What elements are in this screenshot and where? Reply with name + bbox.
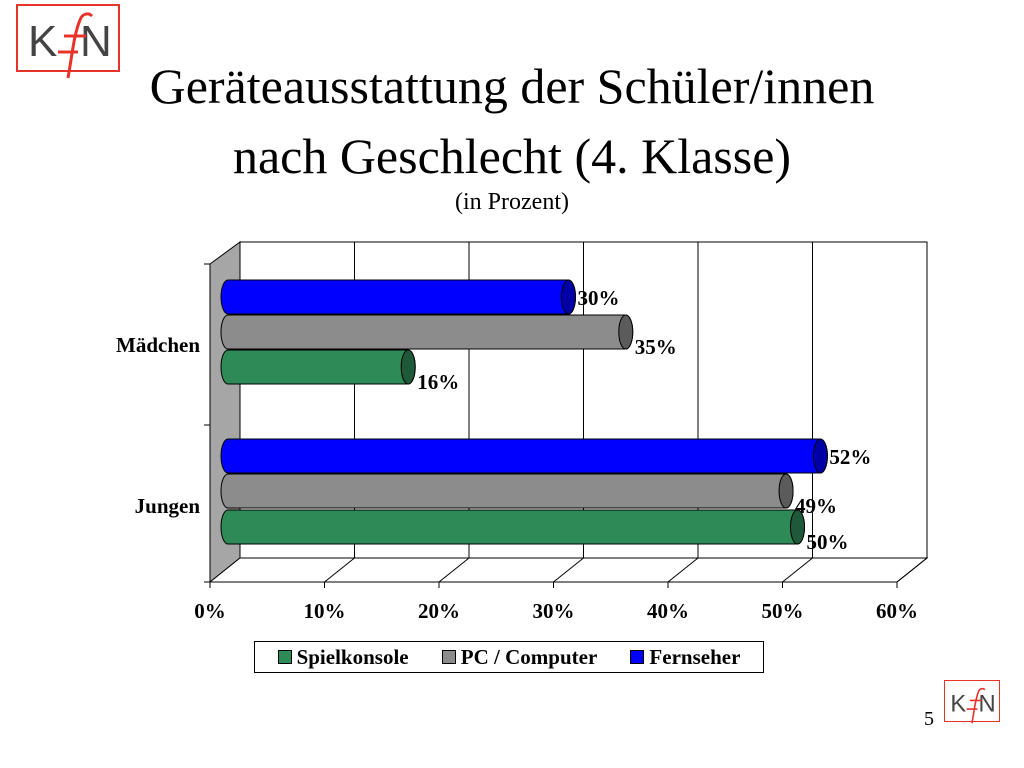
gridline-floor <box>553 557 584 583</box>
bar-chart: 0% 10% 20% 30% 40% 50% 60% Mädchen Jungen 30% 35% 1… <box>116 241 929 623</box>
bar-end-cap <box>400 349 416 385</box>
kfn-logo-small-mark: K N <box>950 687 996 724</box>
chart-subtitle: (in Prozent) <box>455 189 569 215</box>
bar-fernseher-mädchen <box>220 279 576 315</box>
legend-label-spielkonsole: Spielkonsole <box>296 644 409 669</box>
x-tick-label: 40% <box>647 599 689 623</box>
legend-item-spielkonsole: Spielkonsole <box>277 644 409 670</box>
data-label: 30% <box>578 286 620 310</box>
bar-end-cap <box>561 279 576 315</box>
x-tick-label: 10% <box>304 599 346 623</box>
x-tick-label: 30% <box>533 599 575 623</box>
legend-swatch-spielkonsole <box>277 650 292 664</box>
kfn-logo-mark: K N <box>28 12 112 79</box>
data-label: 50% <box>807 530 849 554</box>
data-label: 35% <box>635 335 677 359</box>
kfn-logo: K N <box>16 4 120 79</box>
chart-legend: Spielkonsole PC / Computer Fernseher <box>254 641 764 673</box>
svg-text:N: N <box>80 17 112 66</box>
data-label: 16% <box>417 370 459 394</box>
bar-spielkonsole-mädchen <box>220 349 416 385</box>
data-label: 52% <box>829 445 871 469</box>
legend-swatch-pc-computer <box>441 650 456 664</box>
chart-title-line-1: Geräteausstattung der Schüler/innen <box>149 58 875 114</box>
legend-label-fernseher: Fernseher <box>649 644 741 669</box>
x-tick-label: 60% <box>876 599 918 623</box>
kfn-logo-small: K N <box>944 680 1000 724</box>
bar-end-cap <box>812 438 828 474</box>
page-number: 5 <box>924 708 934 730</box>
gridline-floor <box>896 557 928 583</box>
bar-fernseher-jungen <box>220 438 828 474</box>
y-category-label: Mädchen <box>116 333 200 357</box>
gridline-floor <box>438 557 470 583</box>
legend-item-pc-computer: PC / Computer <box>441 644 598 670</box>
bar-end-cap <box>790 509 805 545</box>
svg-text:K: K <box>950 690 966 717</box>
svg-text:K: K <box>28 17 57 66</box>
gridline-floor <box>782 557 813 583</box>
legend-item-fernseher: Fernseher <box>630 645 740 670</box>
legend-label-pc-computer: PC / Computer <box>460 644 598 669</box>
gridline-floor <box>667 557 699 583</box>
bar-pc-computer-jungen <box>220 473 794 509</box>
chart-title-line-2: nach Geschlecht (4. Klasse) <box>232 128 792 184</box>
bar-spielkonsole-jungen <box>220 509 805 545</box>
bar-end-cap <box>778 473 794 509</box>
x-tick-label: 0% <box>194 599 226 623</box>
bar-pc-computer-mädchen <box>220 314 634 350</box>
x-tick-label: 50% <box>762 599 804 623</box>
bar-end-cap <box>618 314 634 350</box>
x-tick-label: 20% <box>418 599 460 623</box>
y-category-label: Jungen <box>135 494 201 518</box>
svg-text:N: N <box>978 690 995 717</box>
gridline-floor <box>324 557 355 583</box>
legend-swatch-fernseher <box>630 650 645 664</box>
